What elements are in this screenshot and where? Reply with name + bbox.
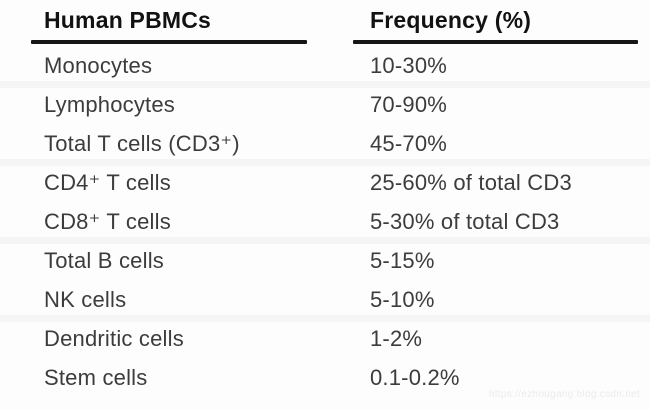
frequency-value: 70-90%	[370, 92, 448, 117]
cell-type-label: Monocytes	[44, 53, 153, 78]
table-row: Dendritic cells 1-2%	[0, 319, 650, 358]
cell-type-label: Lymphocytes	[44, 92, 175, 117]
watermark-url: https://ezhougang.blog.csdn.net	[488, 389, 640, 400]
header-rule-right	[353, 40, 638, 44]
frequency-value: 5-15%	[370, 248, 435, 273]
frequency-value: 10-30%	[370, 53, 448, 78]
table-row: Stem cells 0.1-0.2%	[0, 358, 650, 397]
cell-type-label: CD4⁺ T cells	[44, 170, 171, 195]
row-band-divider	[0, 237, 650, 244]
cell-type-label: Total T cells (CD3⁺)	[44, 131, 240, 156]
frequency-value: 1-2%	[370, 326, 423, 351]
table-row: NK cells 5-10%	[0, 280, 650, 319]
frequency-value: 25-60% of total CD3	[370, 170, 572, 195]
table-row: CD4⁺ T cells 25-60% of total CD3	[0, 163, 650, 202]
frequency-value: 0.1-0.2%	[370, 365, 460, 390]
frequency-value: 5-30% of total CD3	[370, 209, 560, 234]
row-band-divider	[0, 315, 650, 322]
cell-type-label: CD8⁺ T cells	[44, 209, 171, 234]
frequency-value: 5-10%	[370, 287, 435, 312]
table-row: Lymphocytes 70-90%	[0, 85, 650, 124]
table-row: CD8⁺ T cells 5-30% of total CD3	[0, 202, 650, 241]
header-rule-left	[31, 40, 307, 44]
cell-type-label: Total B cells	[44, 248, 164, 273]
column-header-frequency: Frequency (%)	[370, 7, 532, 33]
row-band-divider	[0, 81, 650, 88]
frequency-value: 45-70%	[370, 131, 448, 156]
column-header-cell-type: Human PBMCs	[44, 7, 212, 33]
cell-type-label: Stem cells	[44, 365, 148, 390]
row-band-divider	[0, 159, 650, 166]
table-row: Total T cells (CD3⁺) 45-70%	[0, 124, 650, 163]
cell-type-label: Dendritic cells	[44, 326, 184, 351]
table-row: Total B cells 5-15%	[0, 241, 650, 280]
table-row: Monocytes 10-30%	[0, 46, 650, 85]
table-body: Monocytes 10-30% Lymphocytes 70-90% Tota…	[0, 46, 650, 397]
cell-type-label: NK cells	[44, 287, 127, 312]
